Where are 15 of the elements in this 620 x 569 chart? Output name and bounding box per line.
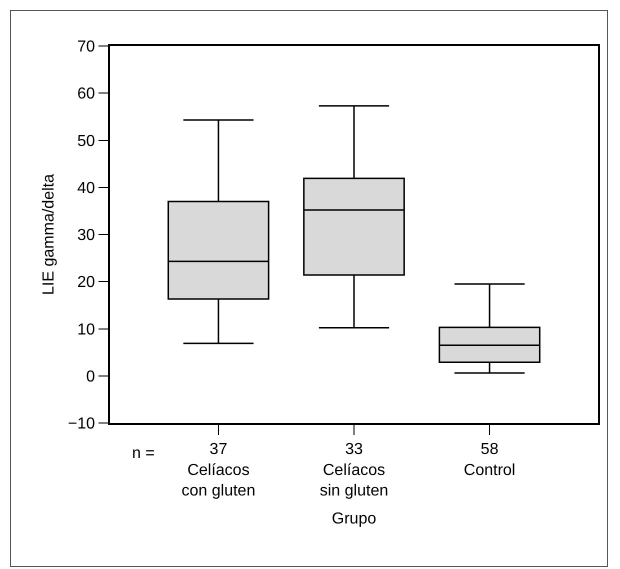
y-tick-label: 40 (77, 180, 96, 197)
y-axis-title: LIE gamma/delta (40, 174, 58, 295)
y-tick-label: −10 (68, 416, 96, 433)
y-tick-label: 30 (77, 227, 96, 244)
text: n = (132, 445, 155, 462)
y-tick-label: 20 (77, 274, 96, 292)
y-tick-label: 70 (77, 38, 96, 56)
y-tick-label: 50 (77, 132, 96, 150)
x-tick-label: 58 Control (464, 440, 516, 479)
x-tick-label: 33 Celíacos sin gluten (320, 440, 388, 500)
x-axis-title: Grupo (332, 510, 376, 528)
y-tick-label: 10 (77, 321, 96, 338)
y-tick-label: 60 (77, 86, 96, 103)
y-tick-label: 0 (86, 368, 96, 386)
x-tick-label: 37 Celíacos con gluten (182, 440, 256, 500)
